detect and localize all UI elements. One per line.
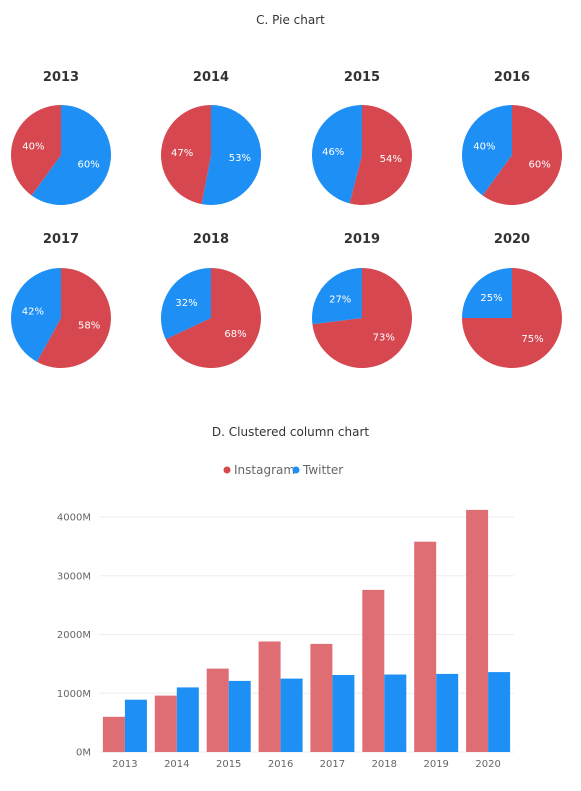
column-panel-title: D. Clustered column chart <box>211 425 370 439</box>
pie-slice-twitter <box>462 105 512 196</box>
pie-year-label: 2014 <box>193 70 229 85</box>
pie-slice-label: 42% <box>22 306 44 317</box>
x-tick-label: 2017 <box>320 759 345 770</box>
bars <box>102 509 511 753</box>
legend-item-twitter: Twitter <box>292 463 343 477</box>
pie-slice-label: 27% <box>329 294 351 305</box>
pie-slice-twitter <box>31 105 112 205</box>
pie-slice-twitter <box>312 105 362 204</box>
x-tick-label: 2016 <box>268 759 293 770</box>
bar-instagram-2020 <box>466 509 489 752</box>
pie-year-label: 2019 <box>344 232 380 247</box>
bar-twitter-2016 <box>280 678 303 752</box>
pie-slice-instagram <box>11 105 61 196</box>
pie-year-label: 2020 <box>494 232 530 247</box>
legend-marker-twitter <box>292 466 300 474</box>
pie-slice-twitter <box>311 268 362 325</box>
pie-slice-label: 40% <box>22 142 44 153</box>
y-tick-label: 3000M <box>57 571 91 582</box>
bar-twitter-2020 <box>488 672 511 752</box>
pie-panel-title: C. Pie chart <box>256 13 325 27</box>
bar-instagram-2018 <box>362 589 385 752</box>
bar-instagram-2013 <box>102 716 125 753</box>
pie-slice-label: 32% <box>175 298 197 309</box>
pie-slice-label: 54% <box>380 154 402 165</box>
pie-2019: 2019 73% 27% <box>311 232 412 368</box>
pie-charts: 2013 60% 40% 2014 53% 47% 2015 54% 46% 2016 60% 40%… <box>10 70 563 368</box>
pie-year-label: 2018 <box>193 232 229 247</box>
legend-marker-instagram <box>223 466 231 474</box>
y-tick-label: 0M <box>76 748 91 759</box>
pie-slice-instagram <box>349 105 413 205</box>
y-tick-label: 1000M <box>57 689 91 700</box>
bar-instagram-2014 <box>154 695 177 752</box>
bar-instagram-2015 <box>206 668 229 752</box>
legend-label-twitter: Twitter <box>302 463 343 477</box>
pie-slice-instagram <box>161 105 211 205</box>
pie-slice-instagram <box>36 268 111 368</box>
pie-2013: 2013 60% 40% <box>11 70 112 205</box>
x-tick-label: 2015 <box>216 759 241 770</box>
pie-slice-label: 73% <box>373 333 395 344</box>
pie-slice-label: 75% <box>521 334 543 345</box>
pie-2020: 2020 75% 25% <box>462 232 562 368</box>
bar-twitter-2015 <box>228 680 251 752</box>
pie-slice-label: 47% <box>171 148 193 159</box>
legend-item-instagram: Instagram <box>223 463 295 477</box>
pie-year-label: 2015 <box>344 70 380 85</box>
pie-year-label: 2016 <box>494 70 530 85</box>
y-tick-label: 4000M <box>57 513 91 524</box>
x-tick-label: 2018 <box>372 759 397 770</box>
pie-slice-label: 46% <box>322 147 344 158</box>
bar-twitter-2013 <box>124 699 147 752</box>
legend-label-instagram: Instagram <box>234 463 295 477</box>
pie-slice-twitter <box>161 268 211 340</box>
pie-2016: 2016 60% 40% <box>462 70 563 206</box>
pie-slice-instagram <box>312 268 412 368</box>
bar-twitter-2014 <box>176 687 199 752</box>
pie-2015: 2015 54% 46% <box>312 70 413 205</box>
pie-slice-twitter <box>462 268 512 318</box>
pie-slice-label: 25% <box>480 293 502 304</box>
pie-slice-twitter <box>10 268 62 362</box>
bar-instagram-2019 <box>414 541 437 752</box>
pie-slice-instagram <box>165 268 262 368</box>
legend: Instagram Twitter <box>223 463 343 477</box>
pie-slice-instagram <box>482 105 563 206</box>
pie-slice-label: 60% <box>528 160 550 171</box>
pie-slice-label: 60% <box>77 160 99 171</box>
x-tick-label: 2020 <box>475 759 500 770</box>
pie-2017: 2017 58% 42% <box>10 232 111 368</box>
y-tick-label: 2000M <box>57 630 91 641</box>
x-tick-label: 2013 <box>112 759 137 770</box>
bar-twitter-2019 <box>436 673 459 752</box>
x-tick-label: 2014 <box>164 759 189 770</box>
bar-twitter-2017 <box>332 675 355 752</box>
pie-year-label: 2013 <box>43 70 79 85</box>
x-tick-label: 2019 <box>423 759 448 770</box>
pie-slice-label: 58% <box>78 321 100 332</box>
pie-2018: 2018 68% 32% <box>161 232 262 368</box>
bar-instagram-2017 <box>310 643 333 752</box>
pie-2014: 2014 53% 47% <box>161 70 262 205</box>
pie-slice-twitter <box>201 104 262 205</box>
pie-slice-label: 53% <box>229 153 251 164</box>
pie-slice-label: 40% <box>473 142 495 153</box>
pie-slice-label: 68% <box>224 329 246 340</box>
pie-year-label: 2017 <box>43 232 79 247</box>
bar-twitter-2018 <box>384 674 407 752</box>
bar-instagram-2016 <box>258 641 281 752</box>
